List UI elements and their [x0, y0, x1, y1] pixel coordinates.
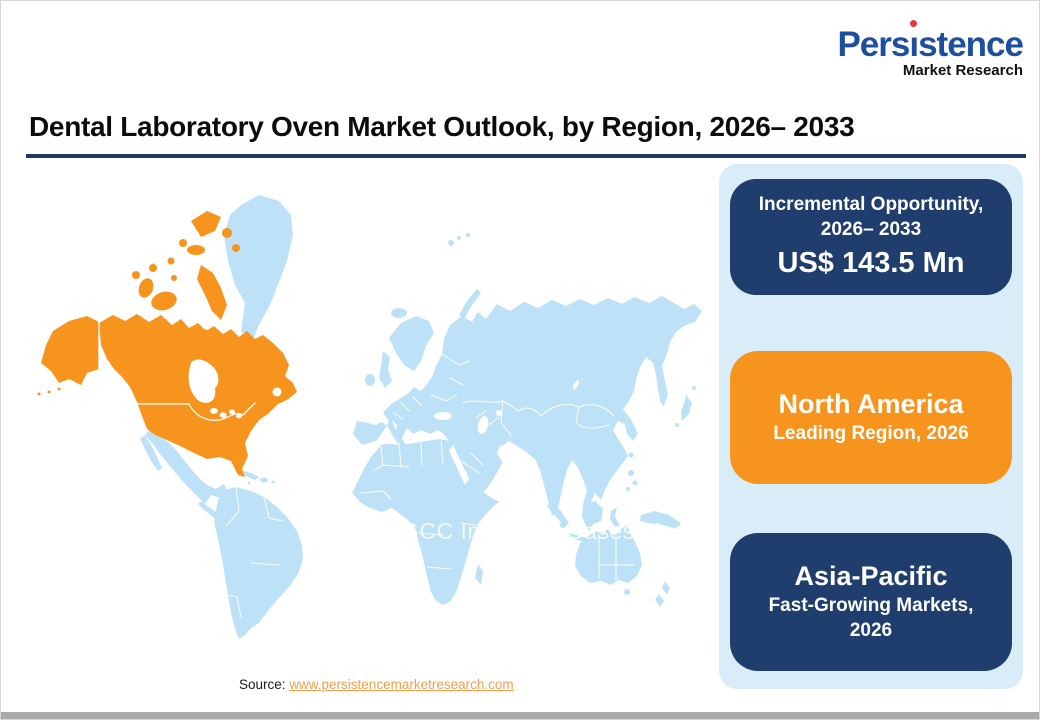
card3-title: Asia-Pacific [794, 561, 948, 592]
mexico [145, 430, 228, 504]
borneo [582, 501, 603, 525]
red-sea [449, 445, 469, 485]
card-asia-pacific: Asia-Pacific Fast-Growing Markets, 2026 [730, 533, 1012, 671]
card3-subtitle-line2: 2026 [849, 619, 893, 641]
logo-text-post: stence [918, 25, 1024, 64]
iceland [391, 308, 407, 318]
source-label: Source: [239, 677, 290, 692]
united-kingdom [379, 351, 392, 388]
card-north-america: North America Leading Region, 2026 [730, 351, 1012, 484]
logo-subtitle: Market Research [902, 62, 1023, 79]
hudson-bay [188, 359, 219, 403]
us-canada-border [125, 402, 256, 421]
logo-wordmark: Persıstence [817, 20, 1024, 64]
card1-value: US$ 143.5 Mn [777, 246, 965, 279]
source-line: Source: www.persistencemarketresearch.co… [239, 677, 514, 692]
card1-line1: Incremental Opportunity, [758, 194, 984, 216]
taiwan [628, 452, 634, 458]
sumatra [547, 501, 569, 527]
lake-baikal [572, 380, 580, 390]
south-america [214, 487, 303, 639]
ellesmere-island [191, 211, 221, 237]
tasmania [624, 589, 630, 595]
baja-california [140, 435, 162, 471]
ireland [365, 374, 375, 386]
north-america-waterbodies [188, 359, 282, 419]
map-land-blue [140, 195, 702, 639]
inland-seas [434, 380, 580, 485]
new-guinea [640, 511, 681, 529]
country-borders [98, 321, 256, 421]
australia [575, 525, 642, 585]
card2-subtitle: Leading Region, 2026 [773, 423, 969, 445]
info-panel: Incremental Opportunity, 2026– 2033 US$ … [719, 164, 1023, 689]
card3-subtitle-line1: Fast-Growing Markets, [768, 595, 974, 617]
baffin-island [197, 265, 227, 320]
scandinavia [389, 316, 434, 371]
card1-line2: 2026– 2033 [820, 219, 922, 241]
world-country-borders [226, 353, 635, 618]
bottom-edge-bar [1, 712, 1039, 719]
sulawesi [610, 507, 620, 527]
page-title: Dental Laboratory Oven Market Outlook, b… [29, 111, 855, 142]
map-watermark: GCC Industrial Gases Market [401, 518, 715, 544]
madagascar [475, 564, 483, 585]
logo-text-pre: Pers [837, 25, 910, 64]
eurasia [353, 296, 702, 531]
africa [352, 439, 499, 605]
new-zealand [662, 581, 670, 595]
card-incremental-opportunity: Incremental Opportunity, 2026– 2033 US$ … [730, 179, 1012, 295]
caspian-sea [477, 416, 489, 434]
japan [681, 395, 692, 421]
world-map: GCC Industrial Gases Market [31, 173, 714, 678]
source-link[interactable]: www.persistencemarketresearch.com [289, 677, 514, 692]
gulf-of-st-lawrence [272, 387, 282, 397]
greenland [224, 195, 293, 345]
card2-title: North America [778, 389, 964, 420]
alaska [41, 316, 99, 385]
persistence-market-research-logo: Persıstence Market Research [817, 20, 1024, 79]
world-map-svg [37, 195, 702, 639]
logo-red-dot-i: ı [909, 20, 919, 64]
persian-gulf [497, 445, 509, 463]
title-underline [26, 154, 1026, 158]
black-sea [434, 412, 452, 420]
